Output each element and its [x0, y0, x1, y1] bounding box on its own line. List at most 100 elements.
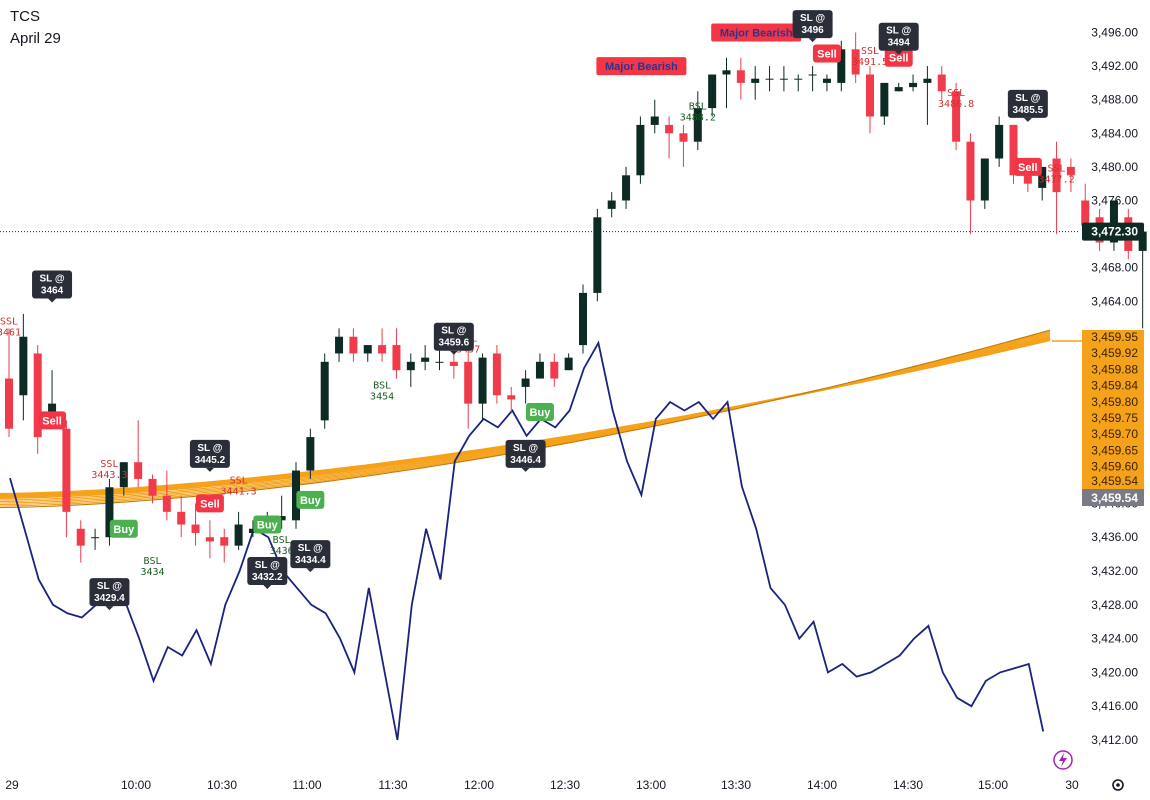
candle[interactable] — [693, 91, 702, 151]
candle[interactable] — [76, 520, 85, 563]
candle[interactable] — [177, 495, 186, 538]
candle[interactable] — [421, 345, 430, 371]
candle[interactable] — [205, 520, 214, 559]
candle[interactable] — [320, 353, 329, 429]
candle[interactable] — [62, 420, 71, 538]
candle[interactable] — [492, 345, 501, 404]
candle[interactable] — [134, 420, 143, 488]
candle[interactable] — [665, 116, 674, 159]
candle[interactable] — [894, 82, 903, 92]
candle[interactable] — [406, 353, 415, 387]
candle[interactable] — [794, 74, 803, 92]
candle[interactable] — [851, 32, 860, 83]
candle[interactable] — [91, 528, 100, 550]
candle[interactable] — [579, 284, 587, 354]
sl-pointer — [808, 38, 817, 43]
candle[interactable] — [722, 57, 731, 109]
candle[interactable] — [220, 528, 229, 563]
candle-body — [449, 361, 458, 366]
current-price-label: 3,472.30 — [1082, 222, 1144, 241]
sl-pointer — [449, 350, 458, 355]
candle[interactable] — [277, 495, 286, 529]
candle[interactable] — [306, 428, 315, 479]
candle[interactable] — [248, 520, 257, 538]
major-bearish-label: Major Bearish — [596, 57, 687, 76]
sl-title: SL @ — [441, 326, 466, 337]
candle[interactable] — [880, 82, 889, 125]
candle[interactable] — [464, 336, 473, 429]
candle[interactable] — [349, 328, 358, 362]
candle[interactable] — [33, 345, 42, 454]
candle[interactable] — [478, 353, 487, 421]
candle[interactable] — [1138, 225, 1147, 329]
gear-icon[interactable] — [1112, 779, 1124, 791]
candle[interactable] — [507, 386, 516, 412]
candle[interactable] — [636, 116, 645, 184]
sl-value: 3434.4 — [295, 555, 326, 566]
candle[interactable] — [593, 208, 602, 302]
candle[interactable] — [392, 328, 401, 379]
candle[interactable] — [119, 462, 128, 496]
candle[interactable] — [234, 511, 243, 550]
candle[interactable] — [564, 353, 573, 371]
candle-body — [1038, 166, 1047, 188]
candle-body — [507, 395, 516, 400]
candle[interactable] — [736, 57, 745, 100]
candle[interactable] — [808, 66, 817, 92]
candle[interactable] — [650, 99, 659, 134]
candle[interactable] — [995, 116, 1004, 167]
ribbon-price-label: 3,459.88 — [1091, 362, 1138, 376]
x-axis[interactable]: 29 10:00 10:30 11:00 11:30 12:00 12:30 13:00 13:… — [5, 778, 1079, 792]
candle[interactable] — [751, 66, 760, 100]
candle[interactable] — [765, 66, 774, 92]
candle[interactable] — [1009, 124, 1018, 184]
candle[interactable] — [363, 345, 372, 362]
candle[interactable] — [952, 82, 961, 151]
candle[interactable] — [937, 66, 946, 100]
candle-body — [535, 361, 544, 379]
candle[interactable] — [105, 478, 114, 546]
candle-body — [148, 478, 157, 496]
candle[interactable] — [779, 66, 788, 92]
candle[interactable] — [521, 370, 530, 404]
candle[interactable] — [148, 474, 157, 504]
candle[interactable] — [1066, 158, 1075, 193]
candle[interactable] — [5, 328, 13, 438]
candle[interactable] — [335, 328, 344, 362]
candle[interactable] — [679, 124, 688, 167]
candle[interactable] — [449, 353, 458, 379]
candle[interactable] — [535, 353, 544, 379]
candle[interactable] — [909, 74, 918, 92]
candle[interactable] — [837, 40, 846, 92]
candle[interactable] — [378, 328, 387, 362]
candle[interactable] — [550, 353, 559, 387]
candle-body — [751, 78, 760, 83]
candle[interactable] — [966, 133, 975, 235]
sell-signal: Sell — [38, 411, 67, 430]
candle[interactable] — [19, 313, 28, 421]
candle[interactable] — [1038, 166, 1047, 201]
candle[interactable] — [923, 66, 932, 125]
candle-body — [966, 141, 975, 201]
candle[interactable] — [866, 66, 874, 134]
candle-body — [708, 74, 717, 109]
candle[interactable] — [822, 74, 831, 92]
candle[interactable] — [1052, 141, 1061, 235]
y-tick-label: 3,476.00 — [1091, 194, 1138, 208]
lightning-icon[interactable] — [1053, 750, 1073, 770]
candle[interactable] — [162, 470, 171, 521]
candle[interactable] — [980, 158, 989, 209]
candle[interactable] — [292, 462, 300, 529]
candle[interactable] — [191, 503, 200, 546]
y-tick-label: 3,432.00 — [1091, 564, 1138, 578]
candle-body — [794, 78, 803, 80]
ssl-label-value: 3477.2 — [1038, 175, 1074, 186]
candle[interactable] — [708, 74, 717, 117]
y-axis[interactable]: 3,412.00 3,416.00 3,420.00 3,424.00 3,428.00… — [1091, 26, 1138, 748]
candle[interactable] — [622, 166, 631, 209]
candle[interactable] — [607, 192, 616, 218]
sl-title: SL @ — [513, 443, 538, 454]
ssl-label-value: 3441.3 — [221, 487, 257, 498]
